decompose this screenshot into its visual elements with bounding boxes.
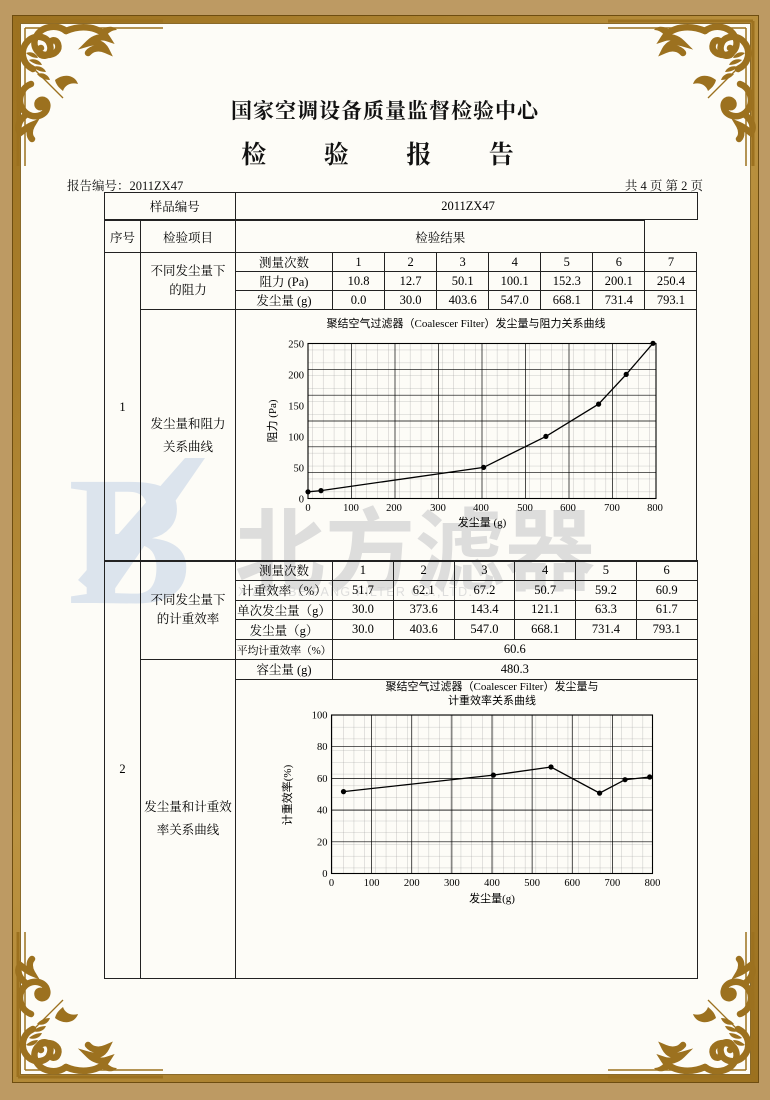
svg-text:聚结空气过滤器（Coalescer Filter）发尘量与: 聚结空气过滤器（Coalescer Filter）发尘量与	[386, 680, 599, 693]
svg-text:0: 0	[329, 878, 334, 889]
svg-text:250: 250	[288, 339, 304, 350]
svg-text:阻力 (Pa): 阻力 (Pa)	[266, 399, 279, 442]
svg-text:300: 300	[430, 503, 446, 514]
svg-text:800: 800	[645, 878, 661, 889]
svg-text:400: 400	[473, 503, 489, 514]
svg-text:聚结空气过滤器（Coalescer Filter）发尘量与阻: 聚结空气过滤器（Coalescer Filter）发尘量与阻力关系曲线	[327, 316, 606, 330]
svg-text:400: 400	[484, 878, 500, 889]
svg-text:600: 600	[564, 878, 580, 889]
svg-text:0: 0	[305, 503, 310, 514]
svg-text:500: 500	[517, 503, 533, 514]
svg-text:60: 60	[317, 774, 328, 785]
svg-text:计重效率(%): 计重效率(%)	[280, 764, 294, 825]
svg-text:计重效率关系曲线: 计重效率关系曲线	[448, 693, 536, 707]
svg-text:800: 800	[647, 503, 663, 514]
svg-text:500: 500	[524, 878, 540, 889]
svg-text:700: 700	[605, 878, 621, 889]
svg-text:100: 100	[343, 503, 359, 514]
svg-text:50: 50	[294, 463, 305, 474]
svg-text:20: 20	[317, 837, 328, 848]
svg-text:100: 100	[288, 432, 304, 443]
svg-text:600: 600	[560, 503, 576, 514]
svg-text:80: 80	[317, 742, 328, 753]
svg-text:200: 200	[404, 878, 420, 889]
svg-text:发尘量 (g): 发尘量 (g)	[458, 515, 507, 529]
svg-text:0: 0	[299, 494, 304, 505]
svg-text:150: 150	[288, 401, 304, 412]
svg-text:300: 300	[444, 878, 460, 889]
svg-text:200: 200	[386, 503, 402, 514]
svg-text:0: 0	[322, 869, 327, 880]
svg-text:40: 40	[317, 805, 328, 816]
svg-text:700: 700	[604, 503, 620, 514]
svg-text:发尘量(g): 发尘量(g)	[469, 891, 515, 905]
svg-text:100: 100	[312, 710, 328, 721]
svg-text:100: 100	[364, 878, 380, 889]
svg-text:200: 200	[288, 370, 304, 381]
